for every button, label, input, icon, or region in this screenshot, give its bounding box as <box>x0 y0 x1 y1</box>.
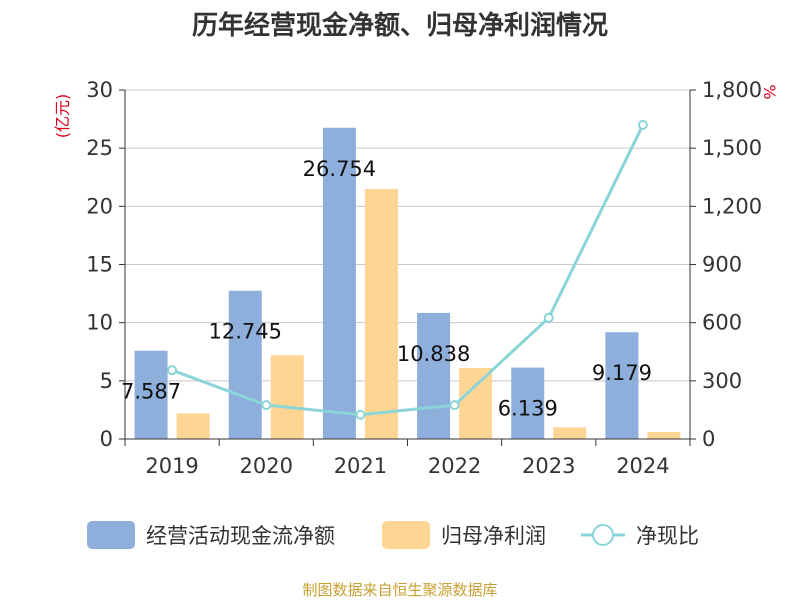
data-labels: 7.587 12.745 26.754 10.838 6.139 9.179 <box>121 157 652 421</box>
net-profit-bar <box>647 432 681 439</box>
ratio-line-path <box>171 124 645 417</box>
cashflow-data-label: 6.139 <box>498 397 558 421</box>
cashflow-bar <box>322 127 356 439</box>
left-axis-unit: (亿元) <box>53 94 72 139</box>
net-profit-bar <box>270 355 304 439</box>
left-tick-label: 0 <box>100 427 113 451</box>
legend-label-cashflow: 经营活动现金流净额 <box>146 524 335 548</box>
net-profit-bar <box>459 368 493 439</box>
ratio-point <box>543 312 554 323</box>
net-profit-bar <box>553 427 587 439</box>
right-tick-label: 900 <box>702 253 742 277</box>
grid-lines <box>125 89 690 382</box>
cashflow-bar <box>605 332 639 439</box>
x-tick-label: 2024 <box>616 454 669 478</box>
cashflow-bar <box>228 290 262 439</box>
bars <box>134 127 681 439</box>
cashflow-data-label: 10.838 <box>397 342 470 366</box>
ratio-point <box>449 400 460 411</box>
x-tick-label: 2019 <box>145 454 198 478</box>
right-tick-label: 1,800 <box>702 78 762 102</box>
cashflow-bar <box>134 350 168 439</box>
x-tick-label: 2021 <box>334 454 387 478</box>
chart-title: 历年经营现金净额、归母净利润情况 <box>192 10 608 41</box>
ratio-point <box>637 119 648 130</box>
cashflow-data-label: 12.745 <box>209 320 282 344</box>
right-tick-label: 0 <box>702 427 715 451</box>
ratio-point <box>355 409 366 420</box>
left-tick-label: 10 <box>86 311 113 335</box>
left-tick-label: 15 <box>86 253 113 277</box>
left-tick-label: 30 <box>86 78 113 102</box>
axes: 05101520253003006009001,2001,5001,800201… <box>86 78 762 478</box>
x-tick-label: 2022 <box>428 454 481 478</box>
right-tick-label: 1,200 <box>702 194 762 218</box>
net-profit-bar <box>176 413 210 439</box>
legend-swatch-net-profit <box>382 521 430 549</box>
cashflow-data-label: 7.587 <box>121 380 181 404</box>
right-tick-label: 600 <box>702 311 742 335</box>
cashflow-data-label: 9.179 <box>592 361 652 385</box>
x-tick-label: 2023 <box>522 454 575 478</box>
ratio-point <box>261 400 272 411</box>
cashflow-data-label: 26.754 <box>303 157 376 181</box>
right-axis-unit: % <box>760 84 779 99</box>
cashflow-bar <box>511 367 545 439</box>
legend-swatch-cashflow <box>87 521 135 549</box>
ratio-point <box>167 365 178 376</box>
right-tick-label: 1,500 <box>702 136 762 160</box>
legend-label-ratio: 净现比 <box>636 524 699 548</box>
legend-swatch-ratio-marker <box>592 524 614 546</box>
x-tick-label: 2020 <box>240 454 293 478</box>
net-profit-bar <box>364 188 398 439</box>
left-tick-label: 20 <box>86 194 113 218</box>
legend: 经营活动现金流净额 归母净利润 净现比 <box>87 521 699 549</box>
left-tick-label: 5 <box>100 369 113 393</box>
ratio-line <box>167 119 648 420</box>
left-tick-label: 25 <box>86 136 113 160</box>
source-note: 制图数据来自恒生聚源数据库 <box>302 581 497 599</box>
right-tick-label: 300 <box>702 369 742 393</box>
legend-label-net-profit: 归母净利润 <box>441 524 546 548</box>
cashflow-bar <box>417 312 451 439</box>
